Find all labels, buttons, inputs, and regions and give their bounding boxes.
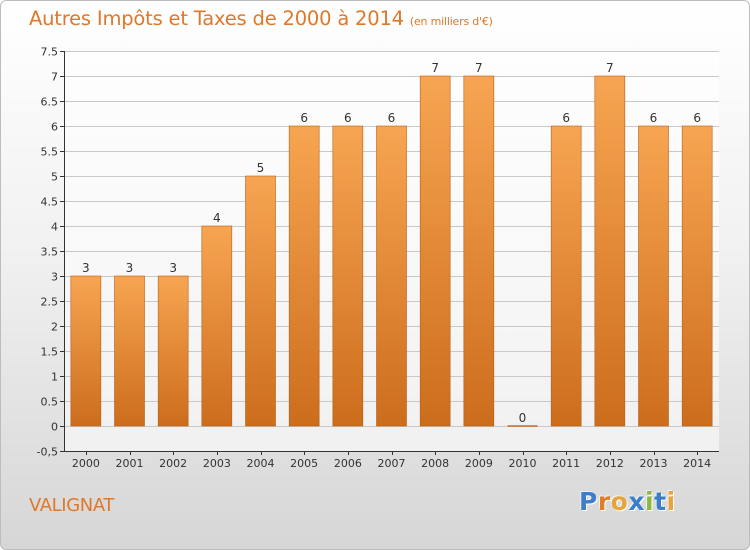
y-tick-label: 0.5 [41,396,59,409]
x-tick-label: 2011 [552,457,580,470]
bar [376,125,407,427]
y-tick-label: 7.5 [41,46,59,59]
y-tick-label: 6 [51,121,58,134]
bar [157,275,189,427]
y-tick-label: 5.5 [41,146,59,159]
x-tick-label: 2008 [421,457,449,470]
chart-title: Autres Impôts et Taxes de 2000 à 2014 (en… [29,7,493,30]
x-tick-label: 2005 [290,457,318,470]
x-tick-label: 2001 [116,457,144,470]
place-name: VALIGNAT [29,495,114,516]
x-tick-label: 2013 [640,457,668,470]
bar [638,125,669,427]
y-tick-label: 3 [51,271,58,284]
y-tick-label: 2.5 [41,296,59,309]
x-tick-label: 2014 [683,457,711,470]
x-tick-label: 2006 [334,457,362,470]
data-label: 7 [606,61,614,75]
y-tick-label: 7 [51,71,58,84]
bar [288,125,320,427]
logo-letter: t [654,487,667,516]
x-tick-label: 2002 [159,457,187,470]
logo-letter: o [610,487,629,516]
logo-letter: r [597,487,611,516]
bar [245,175,276,427]
y-tick-label: 1 [51,371,58,384]
x-tick-label: 2003 [203,457,231,470]
logo-letter: x [628,487,645,516]
bar [681,125,713,427]
bar [419,75,451,427]
data-label: 6 [300,111,308,125]
y-tick-label: 4.5 [41,196,59,209]
logo-letter: i [666,487,676,516]
data-label: 4 [213,211,221,225]
chart-subtitle: (en milliers d'€) [409,15,493,28]
y-tick-label: -0,5 [37,446,58,459]
y-tick-label: 6.5 [41,96,59,109]
x-tick-label: 2012 [596,457,624,470]
y-tick-label: 1.5 [41,346,59,359]
data-label: 6 [693,111,701,125]
y-tick-label: 2 [51,321,58,334]
data-label: 5 [257,161,265,175]
data-label: 3 [126,261,134,275]
bar [332,125,364,427]
bar [463,75,495,427]
y-tick-label: 3.5 [41,246,59,259]
y-tick-label: 4 [51,221,58,234]
x-tick-label: 2009 [465,457,493,470]
x-tick-label: 2000 [72,457,100,470]
data-label: 6 [650,111,658,125]
data-label: 6 [344,111,352,125]
data-label: 7 [475,61,483,75]
logo-letter: P [579,487,598,516]
logo-letter: i [645,487,655,516]
data-label: 6 [388,111,396,125]
data-label: 3 [82,261,90,275]
x-tick-label: 2004 [247,457,275,470]
data-label: 3 [169,261,177,275]
x-tick-label: 2010 [509,457,537,470]
bar [594,75,626,427]
bar [201,225,233,427]
y-tick-label: 5 [51,171,58,184]
x-tick-label: 2007 [378,457,406,470]
chart-title-text: Autres Impôts et Taxes de 2000 à 2014 [29,7,404,30]
bar [114,275,145,427]
proxiti-logo: Proxiti [579,487,676,516]
data-label: 0 [519,411,527,425]
bar [70,275,102,427]
bar [550,125,582,427]
y-tick-label: 0 [51,421,58,434]
data-label: 6 [562,111,570,125]
data-label: 7 [431,61,439,75]
